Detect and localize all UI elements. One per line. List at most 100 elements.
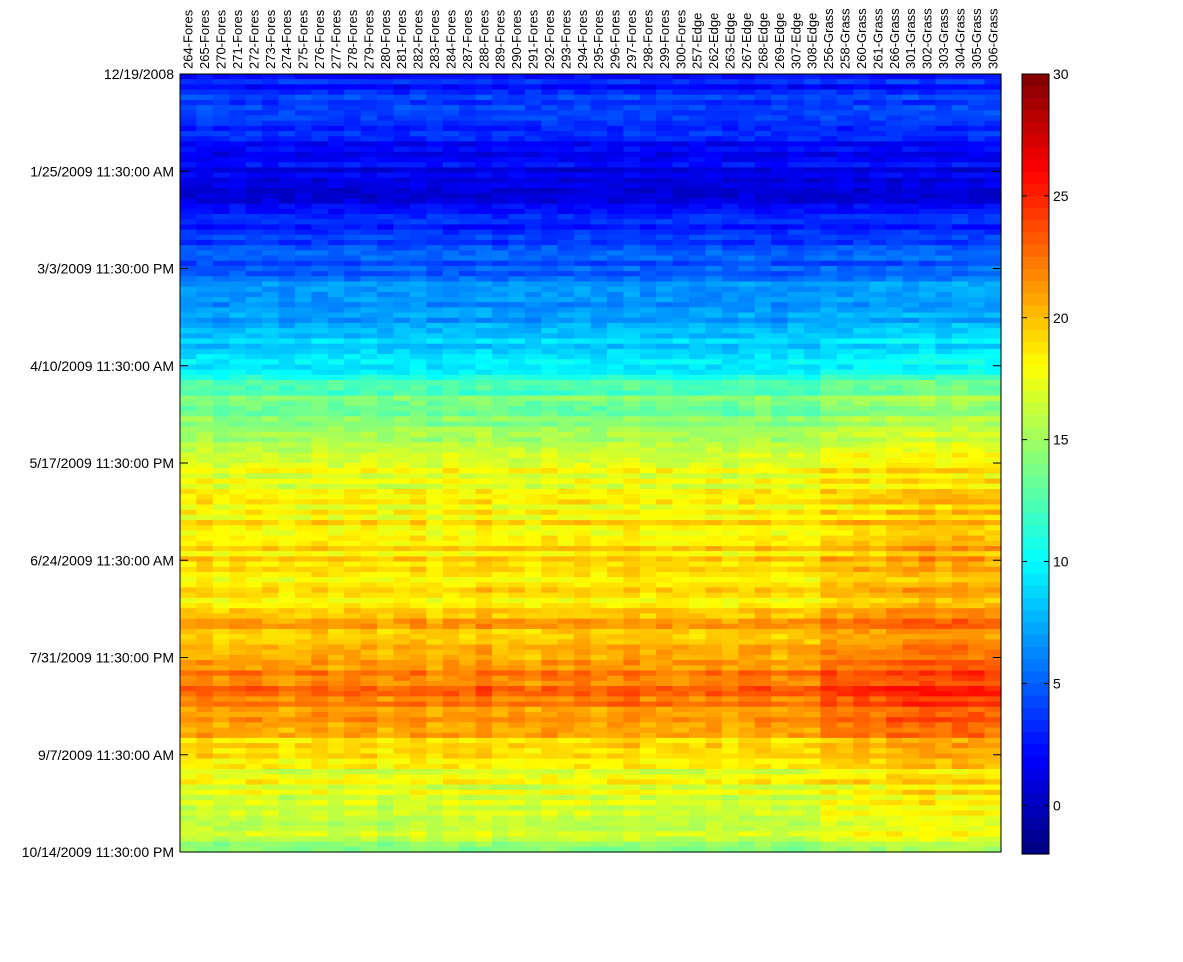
heatmap-cell [574,587,592,594]
heatmap-cell [574,473,592,480]
heatmap-cell [606,509,624,516]
heatmap-cell [803,468,821,474]
heatmap-cell [754,400,772,407]
heatmap-cell [327,265,345,272]
heatmap-cell [245,457,263,464]
heatmap-cell [393,509,411,516]
heatmap-cell [574,380,592,386]
heatmap-cell [606,571,624,578]
heatmap-cell [672,551,690,557]
heatmap-cell [442,571,460,578]
heatmap-cell [360,509,378,516]
heatmap-cell [672,494,690,500]
heatmap-cell [311,535,329,542]
heatmap-cell [672,488,690,495]
heatmap-cell [935,110,953,117]
heatmap-cell [787,545,805,552]
heatmap-cell [426,281,444,288]
heatmap-cell [426,219,444,226]
heatmap-cell [886,530,904,537]
heatmap-cell [475,312,493,319]
heatmap-cell [968,74,986,80]
heatmap-cell [623,571,641,578]
heatmap-cell [180,380,198,386]
heatmap-cell [803,177,821,184]
heatmap-cell [836,494,854,500]
heatmap-cell [590,411,608,417]
heatmap-cell [656,478,674,485]
heatmap-cell [294,131,312,137]
heatmap-cell [820,193,838,200]
heatmap-cell [212,405,230,412]
heatmap-cell [327,214,345,220]
heatmap-cell [311,577,329,583]
heatmap-cell [557,447,575,454]
heatmap-cell [524,385,542,391]
heatmap-cell [853,136,871,143]
heatmap-cell [590,89,608,96]
heatmap-cell [475,551,493,557]
heatmap-cell [623,177,641,184]
heatmap-cell [639,182,657,189]
heatmap-cell [426,416,444,423]
heatmap-cell [393,400,411,407]
heatmap-cell [869,390,887,397]
heatmap-cell [721,338,739,345]
heatmap-cell [754,188,772,194]
heatmap-cell [771,229,789,236]
heatmap-cell [738,74,756,80]
heatmap-cell [721,566,739,573]
heatmap-cell [918,89,936,96]
heatmap-cell [902,343,920,350]
heatmap-cell [327,99,345,106]
heatmap-cell [426,478,444,485]
heatmap-cell [803,437,821,443]
heatmap-cell [377,151,395,158]
heatmap-cell [491,488,509,495]
heatmap-cell [935,540,953,547]
heatmap-cell [738,317,756,324]
heatmap-cell [886,260,904,267]
heatmap-cell [639,99,657,106]
heatmap-cell [968,395,986,402]
heatmap-cell [459,509,477,516]
heatmap-cell [984,525,1002,532]
heatmap-cell [918,312,936,319]
heatmap-cell [771,374,789,381]
heatmap-cell [738,426,756,433]
heatmap-cell [820,291,838,298]
heatmap-cell [721,84,739,91]
heatmap-cell [721,400,739,407]
heatmap-cell [459,535,477,542]
heatmap-cell [180,79,198,85]
heatmap-cell [672,416,690,423]
heatmap-cell [721,348,739,355]
heatmap-cell [344,317,362,324]
heatmap-cell [180,146,198,153]
heatmap-cell [409,125,427,132]
heatmap-cell [705,177,723,184]
heatmap-cell [869,348,887,355]
heatmap-cell [574,317,592,324]
heatmap-cell [721,473,739,480]
heatmap-cell [869,364,887,371]
heatmap-cell [935,239,953,246]
heatmap-cell [951,219,969,226]
heatmap-cell [787,136,805,143]
heatmap-cell [508,182,526,189]
heatmap-cell [196,535,214,542]
heatmap-cell [311,447,329,454]
heatmap-cell [294,359,312,366]
heatmap-cell [902,255,920,262]
heatmap-cell [968,265,986,272]
heatmap-cell [836,421,854,428]
heatmap-cell [377,156,395,163]
heatmap-cell [968,385,986,391]
heatmap-cell [705,395,723,402]
heatmap-cell [803,156,821,163]
heatmap-cell [294,535,312,542]
heatmap-cell [623,203,641,210]
heatmap-cell [409,380,427,386]
heatmap-cell [853,437,871,443]
heatmap-cell [935,354,953,360]
